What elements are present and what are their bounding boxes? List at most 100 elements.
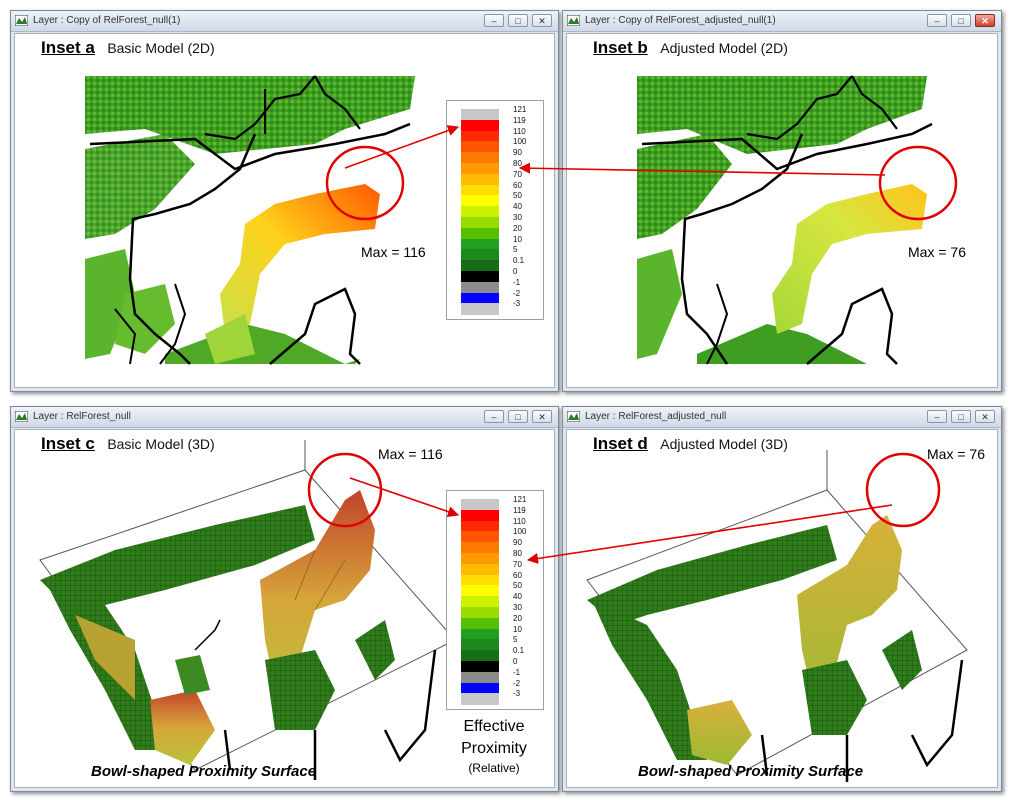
window-title: Layer : RelForest_adjusted_null — [585, 411, 727, 422]
legend-tick: 100 — [513, 137, 527, 147]
legend-swatch — [461, 574, 499, 586]
legend-tick: -3 — [513, 299, 521, 309]
map-canvas[interactable]: Inset a Basic Model (2D) Max = 116 — [14, 33, 555, 388]
window-inset-d[interactable]: Layer : RelForest_adjusted_null – □ ✕ In… — [562, 406, 1002, 792]
legend-tick: 30 — [513, 603, 522, 612]
map-2d-basic — [85, 75, 415, 365]
inset-label: Inset c — [41, 434, 95, 453]
map-2d-adjusted — [637, 75, 933, 365]
layer-app-icon — [15, 15, 28, 26]
surface-3d-basic — [39, 440, 456, 780]
legend-swatch — [461, 499, 499, 511]
legend-tick: 110 — [513, 126, 526, 136]
legend-swatch — [461, 509, 499, 522]
legend-swatch — [461, 303, 499, 315]
legend-swatch — [461, 585, 499, 597]
legend-tick: 10 — [513, 624, 522, 634]
max-label: Max = 116 — [378, 446, 443, 462]
legend-tick: 50 — [513, 581, 522, 591]
legend-tick: 50 — [513, 191, 522, 201]
legend-swatch — [461, 563, 499, 576]
title-bar[interactable]: Layer : RelForest_null – □ ✕ — [11, 407, 558, 428]
maximize-icon[interactable]: □ — [951, 14, 971, 27]
legend-swatch — [461, 693, 499, 705]
legend-tick: 20 — [513, 613, 522, 623]
legend-tick: 0 — [513, 267, 518, 276]
max-label: Max = 116 — [361, 244, 426, 260]
title-bar[interactable]: Layer : Copy of RelForest_null(1) – □ ✕ — [11, 11, 558, 32]
window-title: Layer : RelForest_null — [33, 411, 131, 422]
legend-swatch — [461, 141, 499, 153]
layer-app-icon — [567, 15, 580, 26]
legend-tick: 110 — [513, 516, 526, 526]
close-icon[interactable]: ✕ — [532, 410, 552, 423]
legend-tick: 60 — [513, 180, 522, 190]
maximize-icon[interactable]: □ — [951, 410, 971, 423]
max-label: Max = 76 — [927, 446, 985, 462]
legend-tick: 121 — [513, 495, 527, 504]
close-icon[interactable]: ✕ — [975, 410, 995, 423]
surface-canvas[interactable]: Inset d Adjusted Model (3D) Max = 76 Bow… — [566, 429, 998, 788]
legend-tick: 119 — [513, 505, 526, 515]
legend-swatch — [461, 553, 499, 565]
inset-subtitle: Adjusted Model (3D) — [660, 436, 788, 452]
legend-tick: -1 — [513, 667, 521, 677]
legend-swatch — [461, 152, 499, 164]
legend-swatch — [461, 639, 499, 651]
legend-2d: 121 119 110 100 90 80 70 60 50 40 30 20 10 5 0.1 0 -1 -2-… — [446, 100, 544, 320]
inset-label: Inset b — [593, 38, 648, 57]
legend-swatch — [461, 617, 499, 630]
legend-swatch — [461, 260, 499, 272]
max-label: Max = 76 — [908, 244, 966, 260]
legend-tick: 80 — [513, 159, 522, 168]
legend-tick: 80 — [513, 549, 522, 558]
legend-tick: 10 — [513, 234, 522, 244]
inset-subtitle: Basic Model (2D) — [107, 40, 215, 56]
window-inset-c[interactable]: Layer : RelForest_null – □ ✕ Inset c — [10, 406, 559, 792]
legend-swatch — [461, 130, 499, 142]
legend-swatch — [461, 661, 499, 673]
legend-tick: 20 — [513, 223, 522, 233]
legend-swatch — [461, 650, 499, 662]
window-inset-b[interactable]: Layer : Copy of RelForest_adjusted_null(… — [562, 10, 1002, 392]
window-title: Layer : Copy of RelForest_null(1) — [33, 15, 181, 26]
minimize-icon[interactable]: – — [927, 14, 947, 27]
map-canvas[interactable]: Inset b Adjusted Model (2D) Max = 76 — [566, 33, 998, 388]
proximity-title-line1: Effective — [463, 718, 525, 735]
minimize-icon[interactable]: – — [484, 14, 504, 27]
legend-swatch — [461, 163, 499, 175]
close-icon[interactable]: ✕ — [975, 14, 995, 27]
legend-swatch — [461, 184, 499, 196]
title-bar[interactable]: Layer : Copy of RelForest_adjusted_null(… — [563, 11, 1001, 32]
legend-swatch — [461, 607, 499, 619]
legend-swatch — [461, 173, 499, 186]
legend-tick: 40 — [513, 592, 522, 602]
legend-3d: 121 119 110 100 90 80 70 60 50 40 30 20 10 5 0.1 0 -1 -2-… — [446, 490, 544, 710]
legend-swatch — [461, 682, 499, 694]
minimize-icon[interactable]: – — [484, 410, 504, 423]
legend-tick: 40 — [513, 202, 522, 212]
legend-tick: 5 — [513, 635, 518, 645]
inset-header: Inset b Adjusted Model (2D) — [593, 38, 788, 58]
legend-swatch — [461, 628, 499, 640]
minimize-icon[interactable]: – — [927, 410, 947, 423]
legend-tick: 0 — [513, 657, 518, 666]
legend-swatch — [461, 271, 499, 283]
legend-tick: -3 — [513, 689, 521, 699]
inset-header: Inset d Adjusted Model (3D) — [593, 434, 788, 454]
maximize-icon[interactable]: □ — [508, 14, 528, 27]
legend-tick: 100 — [513, 527, 527, 537]
legend-tick: 30 — [513, 213, 522, 222]
legend-tick: 5 — [513, 245, 518, 255]
legend-swatch — [461, 109, 499, 121]
proximity-title-line2: Proximity — [461, 740, 527, 757]
maximize-icon[interactable]: □ — [508, 410, 528, 423]
proximity-subtitle: (Relative) — [468, 761, 520, 775]
legend-swatch — [461, 596, 499, 608]
close-icon[interactable]: ✕ — [532, 14, 552, 27]
legend-swatch — [461, 195, 499, 207]
title-bar[interactable]: Layer : RelForest_adjusted_null – □ ✕ — [563, 407, 1001, 428]
legend-tick: 70 — [513, 559, 522, 569]
layer-app-icon — [15, 411, 28, 422]
legend-swatch — [461, 531, 499, 543]
